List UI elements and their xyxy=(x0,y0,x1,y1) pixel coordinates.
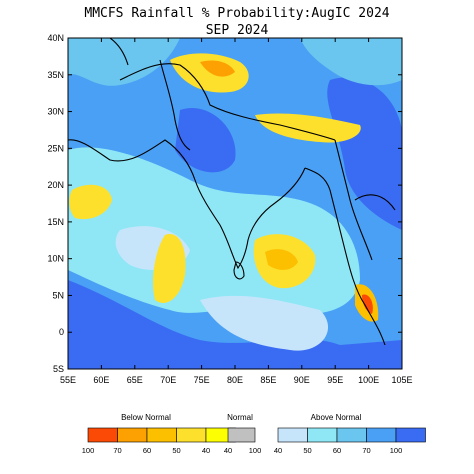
legend-above-normal-swatches: 40 50 60 70 100 xyxy=(274,427,426,455)
lat-tick-label: 35N xyxy=(47,70,64,80)
yellow-region-arabian-sea xyxy=(153,234,186,303)
lon-tick-label: 70E xyxy=(160,375,176,385)
legend-below-normal-tick-label: 40 xyxy=(202,446,210,455)
caspian-border xyxy=(109,38,129,66)
yellow-region-north xyxy=(170,53,249,93)
dark-blue-region-central xyxy=(175,108,236,173)
lon-tick-label: 90E xyxy=(294,375,310,385)
lon-tick-label: 85E xyxy=(260,375,276,385)
legend-below-normal-tick-label: 100 xyxy=(82,446,95,455)
lat-tick-label: 5S xyxy=(53,364,64,374)
lon-tick-label: 105E xyxy=(391,375,412,385)
yellow-region-himalaya xyxy=(255,113,361,143)
lon-tick-label: 55E xyxy=(60,375,76,385)
pakistan-border xyxy=(159,59,191,151)
legend-above-normal-swatch xyxy=(366,427,397,443)
dark-blue-region-east xyxy=(327,77,402,230)
legend-above-normal-tick-label: 70 xyxy=(362,446,370,455)
legend-below-normal-tick-label: 70 xyxy=(113,446,121,455)
lon-tick-label: 65E xyxy=(127,375,143,385)
lat-tick-label: 40N xyxy=(47,33,64,43)
legend-below-normal-tick-label: 60 xyxy=(143,446,151,455)
lon-tick-label: 75E xyxy=(194,375,210,385)
longitude-axis: 55E 60E 65E 70E 75E 80E 85E 90E 95E 100E 105E xyxy=(60,38,413,385)
legend-above-normal-swatch xyxy=(277,427,308,443)
legend-normal-swatch xyxy=(227,427,256,443)
lat-tick-label: 5N xyxy=(52,290,64,300)
lat-tick-label: 0 xyxy=(59,327,64,337)
pale-blue-region-ocean xyxy=(200,295,329,351)
legend-below-normal-swatch xyxy=(146,427,177,443)
lon-tick-label: 80E xyxy=(227,375,243,385)
legend-above-normal-tick-label: 40 xyxy=(274,446,282,455)
legend-below-normal-swatch xyxy=(117,427,148,443)
lat-tick-label: 25N xyxy=(47,143,64,153)
coastlines xyxy=(68,38,396,346)
latitude-axis: 40N 35N 30N 25N 20N 15N 10N 5N 0 5S xyxy=(47,33,402,374)
lon-tick-label: 95E xyxy=(327,375,343,385)
legend-below-normal-label: Below Normal xyxy=(121,413,171,422)
legend-normal-label: Normal xyxy=(227,413,253,422)
legend-above-normal-tick-label: 60 xyxy=(333,446,341,455)
india-coast xyxy=(194,167,306,270)
legend: Below Normal Normal Above Normal 100 70 60… xyxy=(82,413,426,455)
thailand-border xyxy=(354,194,396,211)
probability-field xyxy=(68,38,402,369)
sri-lanka xyxy=(233,261,245,280)
legend-above-normal-tick-label: 100 xyxy=(390,446,403,455)
map-subtitle: SEP 2024 xyxy=(205,23,269,38)
lat-tick-label: 30N xyxy=(47,107,64,117)
legend-normal-swatches: 40 100 xyxy=(224,427,262,455)
lon-tick-label: 100E xyxy=(358,375,379,385)
legend-above-normal-swatch xyxy=(336,427,367,443)
legend-below-normal-swatch xyxy=(176,427,207,443)
mid-blue-region-north xyxy=(68,38,180,86)
dark-blue-region-south xyxy=(68,280,402,369)
eastern-border xyxy=(334,139,373,261)
yellow-region-arabia xyxy=(69,184,112,220)
arabian-coast xyxy=(68,139,196,181)
map-title: MMCFS Rainfall % Probability:AugIC 2024 xyxy=(84,6,390,21)
lat-tick-label: 10N xyxy=(47,254,64,264)
legend-below-normal-tick-label: 50 xyxy=(172,446,180,455)
lat-tick-label: 15N xyxy=(47,217,64,227)
orange-region-north xyxy=(200,60,235,77)
legend-normal-tick-label: 40 xyxy=(224,446,232,455)
lon-tick-label: 60E xyxy=(93,375,109,385)
legend-above-normal-tick-label: 50 xyxy=(303,446,311,455)
legend-normal-tick-label: 100 xyxy=(249,446,262,455)
northern-borders xyxy=(119,63,336,141)
legend-above-normal-label: Above Normal xyxy=(311,413,362,422)
red-region-malaysia xyxy=(362,294,373,314)
legend-above-normal-swatch xyxy=(307,427,338,443)
orange-region-bay xyxy=(265,249,298,270)
burma-peninsula-coast xyxy=(304,167,386,346)
legend-below-normal-swatch xyxy=(87,427,118,443)
legend-below-normal-swatches: 100 70 60 50 40 xyxy=(82,427,236,455)
lat-tick-label: 20N xyxy=(47,180,64,190)
mid-blue-region-northeast xyxy=(300,38,402,86)
legend-above-normal-swatch xyxy=(395,427,426,443)
